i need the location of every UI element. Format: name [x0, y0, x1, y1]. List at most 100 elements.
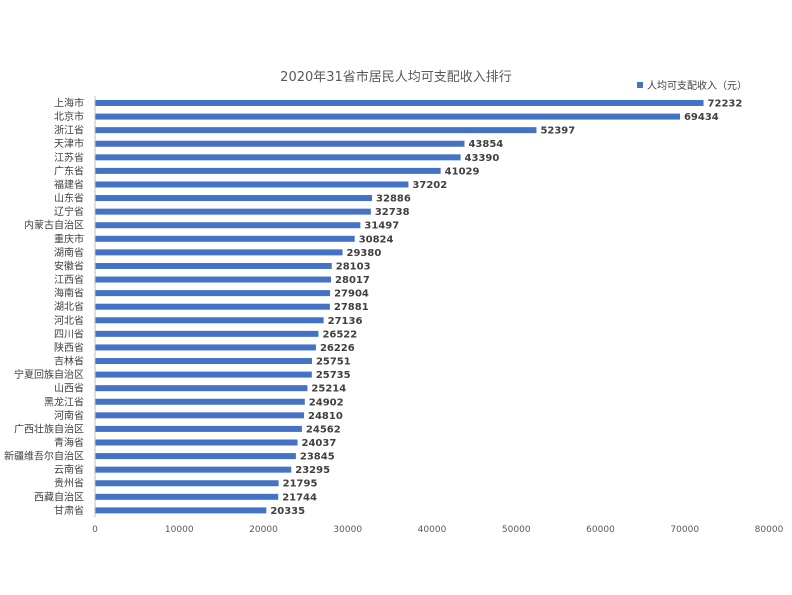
bar: [95, 317, 324, 324]
data-label: 21795: [283, 479, 318, 490]
bar: [95, 358, 312, 365]
bar: [95, 493, 279, 500]
category-label: 山西省: [54, 382, 84, 395]
category-label: 新疆维吾尔自治区: [4, 450, 84, 463]
bar: [95, 290, 331, 297]
data-label: 23845: [300, 452, 335, 463]
data-label: 37202: [412, 180, 447, 191]
data-label: 23295: [295, 465, 330, 476]
data-label: 32886: [376, 194, 411, 205]
bar: [95, 453, 296, 460]
category-label: 河北省: [54, 314, 84, 327]
category-label: 陕西省: [54, 341, 84, 354]
bar: [95, 195, 373, 202]
category-label: 天津市: [54, 137, 84, 150]
x-tick-label: 20000: [249, 525, 278, 535]
bar: [95, 330, 319, 337]
bar: [95, 167, 441, 174]
category-label: 西藏自治区: [34, 490, 84, 503]
bar: [95, 262, 332, 269]
chart-title: 2020年31省市居民人均可支配收入排行: [280, 69, 512, 85]
category-label: 重庆市: [54, 232, 84, 245]
data-label: 26522: [322, 329, 357, 340]
data-label: 52397: [540, 126, 575, 137]
data-label: 69434: [684, 112, 719, 123]
x-tick-label: 40000: [418, 525, 447, 535]
data-label: 32738: [375, 207, 410, 218]
category-label: 吉林省: [54, 355, 84, 368]
category-label: 贵州省: [54, 477, 84, 490]
x-tick-label: 50000: [502, 525, 531, 535]
data-label: 25751: [316, 357, 351, 368]
category-label: 江苏省: [54, 151, 84, 164]
bar: [95, 181, 409, 188]
data-label: 24810: [308, 411, 343, 422]
x-axis: 0 10000 20000 30000 40000 50000 60000 70000 8000…: [92, 96, 784, 535]
category-label: 四川省: [54, 327, 84, 340]
legend-label: 人均可支配收入（元）: [647, 79, 747, 92]
category-label: 宁夏回族自治区: [14, 368, 84, 381]
category-label: 黑龙江省: [44, 395, 84, 408]
data-label: 30824: [359, 234, 394, 245]
data-label: 27136: [328, 316, 363, 327]
category-label: 甘肃省: [54, 504, 84, 517]
category-label: 浙江省: [54, 124, 84, 137]
x-tick-label: 10000: [165, 525, 194, 535]
bar: [95, 344, 316, 351]
data-label: 20335: [270, 506, 305, 517]
x-tick-label: 30000: [333, 525, 362, 535]
category-label: 江西省: [54, 273, 84, 286]
bar: [95, 127, 537, 134]
data-label: 24037: [302, 438, 337, 449]
bar: [95, 412, 305, 419]
category-label: 山东省: [54, 192, 84, 205]
bar: [95, 398, 305, 405]
bar: [95, 385, 308, 392]
bar: [95, 480, 279, 487]
data-label: 28017: [335, 275, 370, 286]
x-tick-label: 80000: [755, 525, 784, 535]
category-label: 湖北省: [54, 300, 84, 313]
category-label: 广东省: [54, 164, 84, 177]
plot-area: 上海市 72232 北京市 69434 浙江省 52397 天津市 43854 江苏省 43390…: [4, 97, 742, 517]
bar: [95, 276, 332, 283]
category-label: 北京市: [54, 110, 84, 123]
data-label: 72232: [708, 99, 743, 110]
data-label: 25214: [311, 384, 346, 395]
data-label: 24902: [309, 397, 344, 408]
data-label: 43854: [468, 139, 503, 150]
category-label: 辽宁省: [54, 205, 84, 218]
bar: [95, 425, 302, 432]
category-label: 湖南省: [54, 246, 84, 259]
x-tick-label: 70000: [670, 525, 699, 535]
bar: [95, 140, 465, 147]
data-label: 41029: [445, 166, 480, 177]
legend-swatch: [637, 82, 643, 88]
category-label: 河南省: [54, 409, 84, 422]
bar: [95, 154, 461, 161]
category-label: 海南省: [54, 287, 84, 300]
data-label: 27881: [334, 302, 369, 313]
category-label: 广西壮族自治区: [14, 422, 84, 435]
bar: [95, 249, 343, 256]
data-label: 29380: [347, 248, 382, 259]
data-label: 21744: [282, 492, 317, 503]
data-label: 25735: [316, 370, 351, 381]
bar: [95, 303, 330, 310]
x-tick-label: 60000: [586, 525, 615, 535]
chart-legend: 人均可支配收入（元）: [637, 79, 747, 92]
category-label: 青海省: [54, 436, 84, 449]
bar: [95, 371, 312, 378]
category-label: 云南省: [54, 463, 84, 476]
data-label: 31497: [364, 221, 399, 232]
category-label: 安徽省: [54, 259, 84, 272]
bar: [95, 235, 355, 242]
bar: [95, 208, 371, 215]
data-label: 26226: [320, 343, 355, 354]
data-label: 28103: [336, 261, 371, 272]
category-label: 上海市: [54, 97, 84, 110]
data-label: 24562: [306, 424, 341, 435]
data-label: 27904: [334, 289, 369, 300]
bar: [95, 100, 704, 106]
